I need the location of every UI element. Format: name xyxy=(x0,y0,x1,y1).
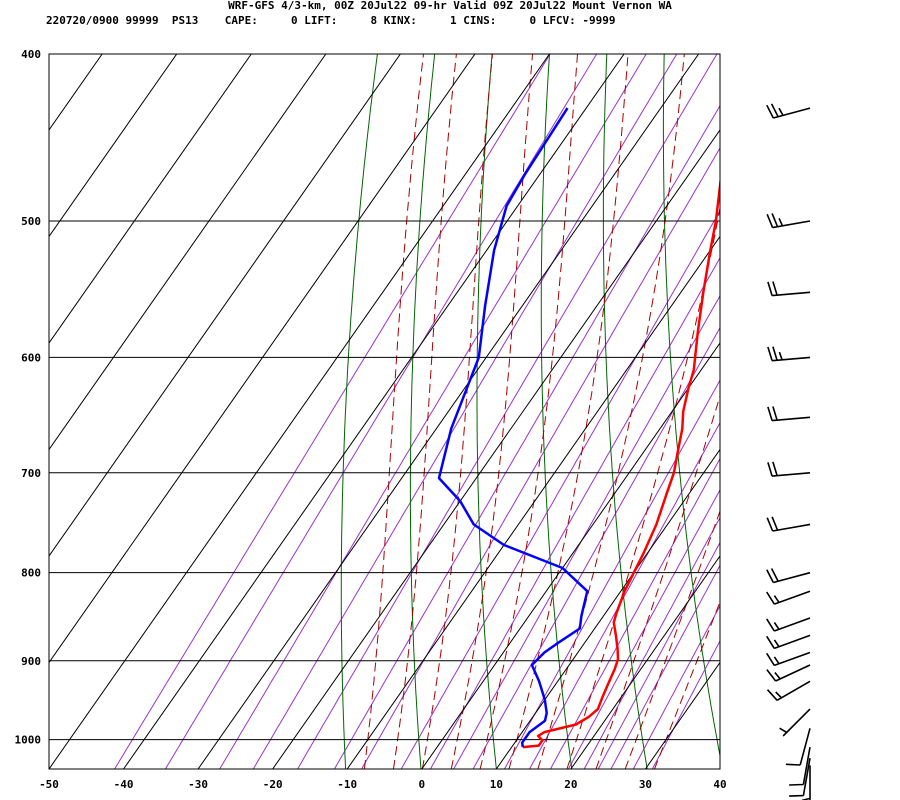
mixing-ratio-line xyxy=(632,604,720,769)
wind-barbs xyxy=(766,103,811,800)
chart-title: WRF-GFS 4/3-km, 00Z 20Jul22 09-hr Valid … xyxy=(228,0,672,12)
x-tick-label: 10 xyxy=(490,778,503,791)
isotherm-gridline xyxy=(272,129,720,769)
moist-adiabat-line xyxy=(566,205,720,769)
wind-barb xyxy=(766,568,811,584)
mixing-ratio-line xyxy=(361,146,720,769)
wind-barb xyxy=(766,617,811,632)
isotherm-gridline xyxy=(49,54,401,557)
wind-barb xyxy=(767,346,811,362)
mixing-ratio-line xyxy=(333,104,720,769)
isotherm-gridline xyxy=(795,54,900,769)
x-tick-label: -10 xyxy=(337,778,357,791)
wind-barb xyxy=(766,634,811,650)
dry-adiabat-line xyxy=(662,54,720,759)
wind-barb xyxy=(785,728,811,766)
y-tick-label: 400 xyxy=(21,48,41,61)
mixing-ratio-line xyxy=(610,564,720,769)
mixing-ratio-line xyxy=(567,488,720,769)
moist-adiabat-line xyxy=(508,54,629,769)
x-tick-label: 20 xyxy=(564,778,577,791)
isotherm-gridline xyxy=(49,54,252,344)
x-tick-label: -20 xyxy=(263,778,283,791)
isotherm-gridline xyxy=(49,54,178,238)
dry-adiabat-line xyxy=(409,54,436,769)
mixing-ratio-line xyxy=(651,639,720,769)
dry-adiabat-line xyxy=(602,54,648,769)
moist-adiabat-line xyxy=(392,54,457,769)
isotherm-gridline xyxy=(123,54,625,769)
mixing-ratio-line xyxy=(597,541,720,769)
plot-frame xyxy=(48,53,721,770)
wind-barb xyxy=(789,746,811,786)
mixing-ratio-line xyxy=(219,54,647,769)
isotherm-gridline xyxy=(49,54,327,451)
moist-adiabat-line xyxy=(537,54,685,769)
isotherm-gridline xyxy=(719,768,720,769)
mixing-ratio-line xyxy=(550,457,720,769)
isotherm-gridline xyxy=(49,54,476,664)
moist-adiabat-line xyxy=(450,54,533,769)
dry-adiabat-line xyxy=(476,54,497,769)
temperature-profile-line xyxy=(522,176,720,749)
dry-adiabat-line xyxy=(340,54,378,769)
wind-barb xyxy=(766,651,811,667)
mixing-ratio-line xyxy=(252,54,678,769)
x-tick-label: -50 xyxy=(39,778,59,791)
mixing-ratio-line xyxy=(504,379,720,769)
isotherm-gridline xyxy=(570,555,720,769)
mixing-ratio-line xyxy=(429,256,720,769)
wind-barb xyxy=(767,281,811,297)
wind-barb xyxy=(767,406,811,422)
wind-barb xyxy=(766,213,811,229)
y-tick-label: 1000 xyxy=(15,734,42,747)
dewpoint-profile-line xyxy=(437,107,589,748)
axes: -50 -40 -30 -20 -10 0 10 20 30 40 400 500 600 700 800 9… xyxy=(15,48,727,791)
dry-adiabat-line xyxy=(836,54,900,769)
wind-barb xyxy=(766,103,811,119)
mixing-ratio-line xyxy=(529,421,720,769)
wind-barb xyxy=(766,664,811,682)
profile-lines xyxy=(437,107,720,749)
y-tick-label: 600 xyxy=(21,351,41,364)
y-tick-label: 800 xyxy=(21,567,41,580)
y-tick-label: 900 xyxy=(21,655,41,668)
wind-barb xyxy=(767,461,811,477)
wind-barb xyxy=(766,516,811,532)
isotherm-gridline xyxy=(495,448,720,769)
dry-adiabat-line xyxy=(894,54,900,769)
mixing-ratio-line xyxy=(114,54,551,769)
grid-lines xyxy=(49,53,900,769)
moist-adiabat-line xyxy=(624,509,720,769)
moist-adiabat-line xyxy=(479,54,578,769)
dry-adiabat-line xyxy=(779,54,874,769)
wind-barb xyxy=(789,757,811,797)
x-tick-label: 40 xyxy=(713,778,726,791)
x-tick-label: 30 xyxy=(639,778,652,791)
moist-adiabat-line xyxy=(654,600,720,769)
mixing-ratio-line xyxy=(472,326,720,769)
isotherm-gridline xyxy=(49,54,550,769)
wind-barb xyxy=(801,765,811,800)
isotherm-gridline xyxy=(346,235,720,769)
wind-barb xyxy=(766,590,811,605)
x-tick-label: 0 xyxy=(418,778,425,791)
wind-barb xyxy=(766,680,811,701)
moist-adiabat-line xyxy=(363,54,424,769)
isotherm-gridline xyxy=(421,342,720,769)
mixing-ratio-line xyxy=(453,294,720,769)
x-tick-label: -30 xyxy=(188,778,208,791)
isotherm-gridline xyxy=(197,54,700,769)
moist-adiabat-line xyxy=(595,394,720,769)
x-tick-label: -40 xyxy=(114,778,134,791)
y-tick-label: 700 xyxy=(21,467,41,480)
isotherm-gridline xyxy=(49,54,103,131)
wind-barb xyxy=(779,708,811,737)
chart-subtitle: 220720/0900 99999 PS13 CAPE: 0 LIFT: 8 K… xyxy=(46,14,616,27)
mixing-ratio-line xyxy=(164,54,598,769)
y-tick-label: 500 xyxy=(21,215,41,228)
mixing-ratio-line xyxy=(400,209,720,769)
